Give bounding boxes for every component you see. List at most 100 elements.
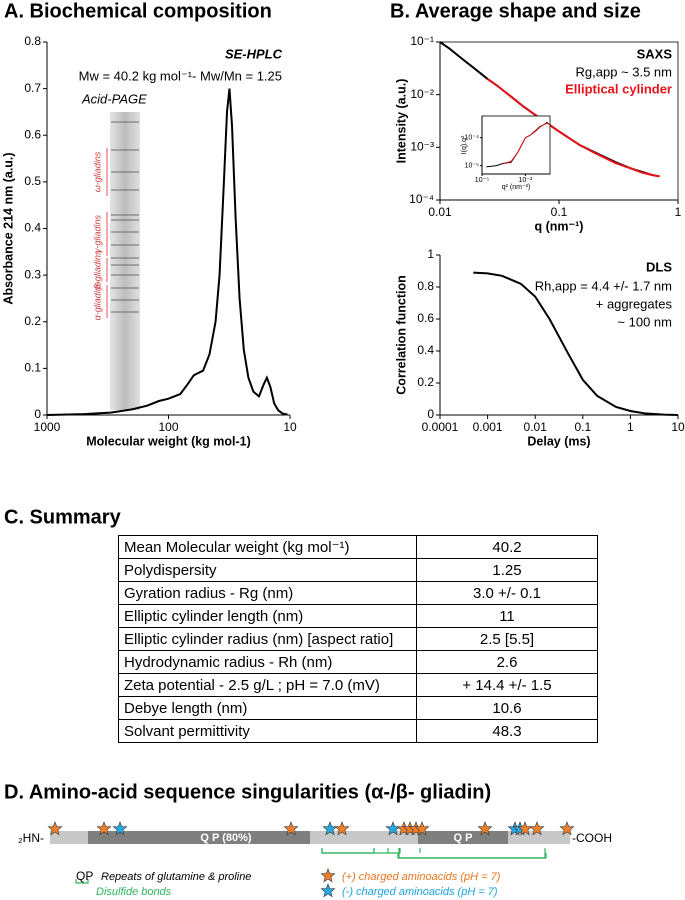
legend-text: Disulfide bonds	[96, 886, 172, 898]
chart: 10⁻⁵ 10⁻² 10⁻⁵ 10⁻⁴ q² (nm⁻²) I(q).q²	[461, 115, 551, 191]
legend-text: (-) charged aminoacids (pH = 7)	[342, 886, 498, 898]
y-tick-label: 0.2	[417, 375, 434, 389]
x-tick-label: 10	[283, 420, 297, 434]
x-tick-label: 1	[627, 420, 634, 434]
charge-star	[559, 821, 575, 836]
table-cell: Mean Molecular weight (kg mol⁻¹)	[118, 535, 417, 559]
y-tick-label: 10⁻⁴	[465, 135, 480, 142]
table-cell: Zeta potential - 2.5 g/L ; pH = 7.0 (mV)	[118, 673, 417, 697]
y-tick-label: 0.8	[417, 279, 434, 293]
section-title: C. Summary	[4, 506, 122, 528]
c-terminus: -COOH	[572, 831, 612, 845]
y-axis-label: Intensity (a.u.)	[394, 79, 408, 164]
charge-star	[320, 868, 336, 883]
x-tick-label: 0.001	[473, 420, 503, 434]
chart-title: A. Biochemical composition	[4, 0, 272, 22]
table-cell: + 14.4 +/- 1.5	[416, 673, 598, 697]
table-cell: 2.5 [5.5]	[416, 627, 598, 651]
charge-star	[414, 821, 430, 836]
table-row: Debye length (nm) 10.6	[118, 696, 598, 720]
y-tick-label: 10⁻¹	[410, 34, 434, 48]
y-tick-label: 0.5	[24, 174, 41, 188]
x-tick-label: 0.01	[524, 420, 548, 434]
data-line	[473, 271, 679, 416]
charge-star	[477, 821, 493, 836]
table-cell: 1.25	[416, 558, 598, 582]
x-tick-label: 1000	[34, 420, 61, 434]
table-cell: Elliptic cylinder radius (nm) [aspect ra…	[118, 627, 417, 651]
table-cell: 10.6	[416, 696, 598, 720]
n-terminus: ₂HN-	[18, 831, 44, 845]
y-axis-label: I(q).q²	[461, 135, 468, 154]
data-line	[503, 122, 550, 164]
legend-text: Repeats of glutamine & proline	[101, 871, 251, 883]
annotation: SE-HPLC	[225, 46, 283, 61]
annotation: Rg,app ~ 3.5 nm	[576, 64, 672, 79]
table-row: Hydrodynamic radius - Rh (nm) 2.6	[118, 650, 598, 674]
annotation: Mw = 40.2 kg mol⁻¹- Mw/Mn = 1.25	[79, 68, 282, 83]
table-cell: 11	[416, 604, 598, 628]
annotation: α-gliadins	[92, 281, 102, 320]
y-tick-label: 10⁻⁴	[409, 192, 434, 206]
table-cell: 48.3	[416, 719, 598, 743]
y-tick-label: 10⁻⁵	[465, 162, 479, 169]
y-tick-label: 0.8	[24, 34, 41, 48]
charge-star	[334, 821, 350, 836]
x-tick-label: 10	[671, 420, 685, 434]
x-tick-label: 0.01	[428, 205, 452, 219]
annotation: ~ 100 nm	[617, 314, 672, 329]
table-row: Mean Molecular weight (kg mol⁻¹) 40.2	[118, 535, 598, 559]
y-tick-label: 10⁻³	[410, 140, 434, 154]
y-axis-label: Absorbance 214 nm (a.u.)	[1, 152, 15, 304]
table-cell: Elliptic cylinder length (nm)	[118, 604, 417, 628]
table-cell: Hydrodynamic radius - Rh (nm)	[118, 650, 417, 674]
chart-title: B. Average shape and size	[390, 0, 641, 22]
x-tick-label: 100	[158, 420, 178, 434]
x-axis-label: Delay (ms)	[527, 434, 590, 448]
y-tick-label: 0.4	[24, 221, 41, 235]
table-cell: 2.6	[416, 650, 598, 674]
sequence-bar	[50, 831, 570, 884]
annotation: SAXS	[637, 46, 673, 61]
summary-table: Mean Molecular weight (kg mol⁻¹) 40.2 Poly…	[118, 535, 598, 743]
x-tick-label: 0.1	[551, 205, 568, 219]
legend-label: Elliptical cylinder	[565, 81, 672, 96]
table-row: Polydispersity 1.25	[118, 558, 598, 582]
data-line	[46, 88, 288, 416]
charge-star	[47, 821, 63, 836]
plot-frame	[439, 41, 679, 201]
y-tick-label: 0	[427, 407, 434, 421]
y-tick-label: 0.6	[24, 127, 41, 141]
chart: 0.01 0.1 1 10⁻⁴ 10⁻³ 10⁻² 10⁻¹ q (nm⁻¹) Intensit…	[390, 0, 682, 233]
table-cell: Solvant permittivity	[118, 719, 417, 743]
gel-image	[106, 112, 140, 410]
annotation: Rh,app = 4.4 +/- 1.7 nm	[535, 278, 672, 293]
legend-key: QP	[76, 869, 93, 883]
y-tick-label: 1	[427, 247, 434, 261]
y-tick-label: 0.6	[417, 311, 434, 325]
table-cell: 40.2	[416, 535, 598, 559]
legend-text: (+) charged aminoacids (pH = 7)	[342, 871, 501, 883]
y-tick-label: 0.4	[417, 343, 434, 357]
repeat-label: Q P (80%)	[200, 832, 251, 844]
charge-star	[529, 821, 545, 836]
chart: 1000 100 1000.10.20.30.40.50.60.70.8Molecu…	[1, 0, 297, 448]
table-row: Zeta potential - 2.5 g/L ; pH = 7.0 (mV)…	[118, 673, 598, 697]
charge-star	[320, 883, 336, 898]
x-tick-label: 0.0001	[422, 420, 459, 434]
summary-table-wrap: Mean Molecular weight (kg mol⁻¹) 40.2 Poly…	[118, 535, 598, 743]
table-cell: Gyration radius - Rg (nm)	[118, 581, 417, 605]
x-axis-label: q (nm⁻¹)	[535, 219, 584, 233]
y-tick-label: 10⁻²	[410, 87, 434, 101]
table-row: Elliptic cylinder length (nm) 11	[118, 604, 598, 628]
annotation: ω-gliadins	[92, 151, 102, 192]
x-tick-label: 10⁻²	[519, 177, 533, 184]
table-row: Elliptic cylinder radius (nm) [aspect ra…	[118, 627, 598, 651]
x-axis-label: Molecular weight (kg mol-1)	[86, 434, 251, 448]
charge-star	[112, 821, 128, 836]
table-row: Solvant permittivity 48.3	[118, 719, 598, 743]
chart: 0.0001 0.001 0.01 0.1 1 10 0 0.2 0.4 0.6 0.8 1 Delay…	[394, 247, 685, 448]
table-row: Gyration radius - Rg (nm) 3.0 +/- 0.1	[118, 581, 598, 605]
